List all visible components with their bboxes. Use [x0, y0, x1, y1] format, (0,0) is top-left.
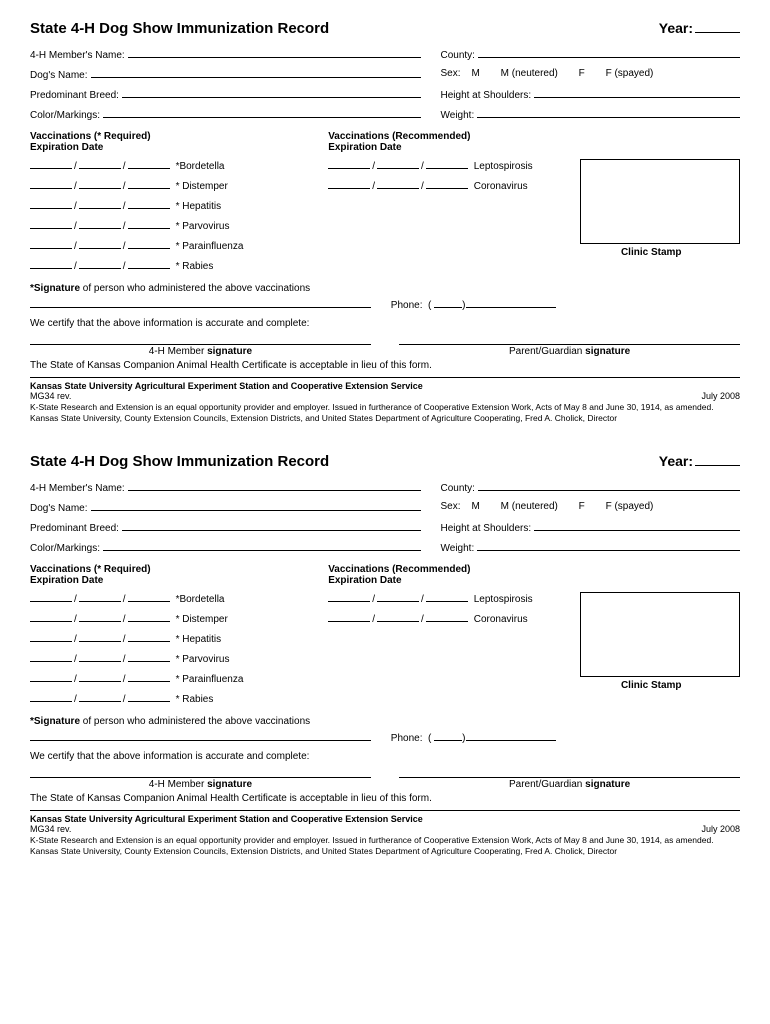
parent-signature-label: Parent/Guardian signature	[399, 346, 740, 357]
vacc-distemper: * Distemper	[176, 181, 228, 192]
county-input[interactable]	[478, 48, 740, 58]
vacc-parvovirus: * Parvovirus	[176, 221, 230, 232]
vacc-rabies: * Rabies	[176, 261, 214, 272]
clinic-stamp-area: Clinic Stamp	[562, 159, 740, 279]
year-label: Year:	[659, 20, 693, 36]
phone-field: Phone: ( )	[391, 298, 556, 311]
height-input[interactable]	[534, 88, 740, 98]
member-signature-line[interactable]	[30, 764, 371, 778]
dog-name-input[interactable]	[91, 68, 421, 78]
form-copy-2: State 4-H Dog Show Immunization Record Y…	[30, 453, 740, 856]
footer-date: July 2008	[701, 391, 740, 401]
clinic-stamp-box[interactable]	[580, 592, 740, 677]
sex-fs[interactable]: F (spayed)	[606, 68, 654, 79]
weight-input[interactable]	[477, 108, 740, 118]
dog-name-input[interactable]	[91, 501, 421, 511]
footer-rev: MG34 rev.	[30, 391, 71, 401]
footer-body: K-State Research and Extension is an equ…	[30, 402, 740, 423]
breed-input[interactable]	[122, 88, 421, 98]
sex-options: M M (neutered) F F (spayed)	[472, 68, 672, 79]
member-signature-label: 4-H Member signature	[30, 346, 371, 357]
year-input-line[interactable]	[695, 465, 740, 466]
vacc-recommended-list: / / Leptospirosis / / Coronavirus	[328, 159, 562, 279]
admin-signature-line[interactable]	[30, 296, 371, 308]
vacc-hepatitis: * Hepatitis	[176, 201, 222, 212]
county-label: County:	[441, 50, 475, 61]
year-field: Year:	[659, 453, 740, 471]
height-label: Height at Shoulders:	[441, 90, 532, 101]
vacc-leptospirosis: Leptospirosis	[474, 161, 533, 172]
form-title: State 4-H Dog Show Immunization Record	[30, 20, 329, 37]
vacc-required-header: Vaccinations (* Required)Expiration Date	[30, 131, 328, 153]
breed-label: Predominant Breed:	[30, 90, 119, 101]
admin-signature-line[interactable]	[30, 729, 371, 741]
weight-label: Weight:	[441, 110, 475, 121]
form-copy-1: State 4-H Dog Show Immunization Record Y…	[30, 20, 740, 423]
color-input[interactable]	[103, 541, 420, 551]
member-name-input[interactable]	[128, 48, 421, 58]
color-label: Color/Markings:	[30, 110, 100, 121]
vacc-recommended-header: Vaccinations (Recommended)Expiration Dat…	[328, 131, 562, 153]
sex-m[interactable]: M	[472, 68, 480, 79]
sex-label: Sex:	[441, 68, 461, 79]
vacc-bordetella: *Bordetella	[176, 161, 225, 172]
height-input[interactable]	[534, 521, 740, 531]
lieu-text: The State of Kansas Companion Animal Hea…	[30, 360, 740, 371]
member-name-label: 4-H Member's Name:	[30, 50, 125, 61]
vacc-coronavirus: Coronavirus	[474, 181, 528, 192]
color-input[interactable]	[103, 108, 420, 118]
breed-input[interactable]	[122, 521, 421, 531]
vacc-parainfluenza: * Parainfluenza	[176, 241, 244, 252]
member-name-input[interactable]	[128, 481, 421, 491]
year-field: Year:	[659, 20, 740, 38]
clinic-stamp-label: Clinic Stamp	[562, 247, 740, 258]
signature-note: *Signature of person who administered th…	[30, 283, 740, 294]
form-title: State 4-H Dog Show Immunization Record	[30, 453, 329, 470]
vacc-required-list: //*Bordetella //* Distemper //* Hepatiti…	[30, 159, 328, 279]
clinic-stamp-box[interactable]	[580, 159, 740, 244]
sex-mn[interactable]: M (neutered)	[501, 68, 558, 79]
county-input[interactable]	[478, 481, 740, 491]
year-input-line[interactable]	[695, 32, 740, 33]
dog-name-label: Dog's Name:	[30, 70, 88, 81]
member-signature-line[interactable]	[30, 331, 371, 345]
footer: Kansas State University Agricultural Exp…	[30, 377, 740, 423]
certify-text: We certify that the above information is…	[30, 318, 740, 329]
parent-signature-line[interactable]	[399, 764, 740, 778]
parent-signature-line[interactable]	[399, 331, 740, 345]
footer-org: Kansas State University Agricultural Exp…	[30, 381, 740, 391]
weight-input[interactable]	[477, 541, 740, 551]
sex-f[interactable]: F	[579, 68, 585, 79]
header-row: State 4-H Dog Show Immunization Record Y…	[30, 20, 740, 38]
